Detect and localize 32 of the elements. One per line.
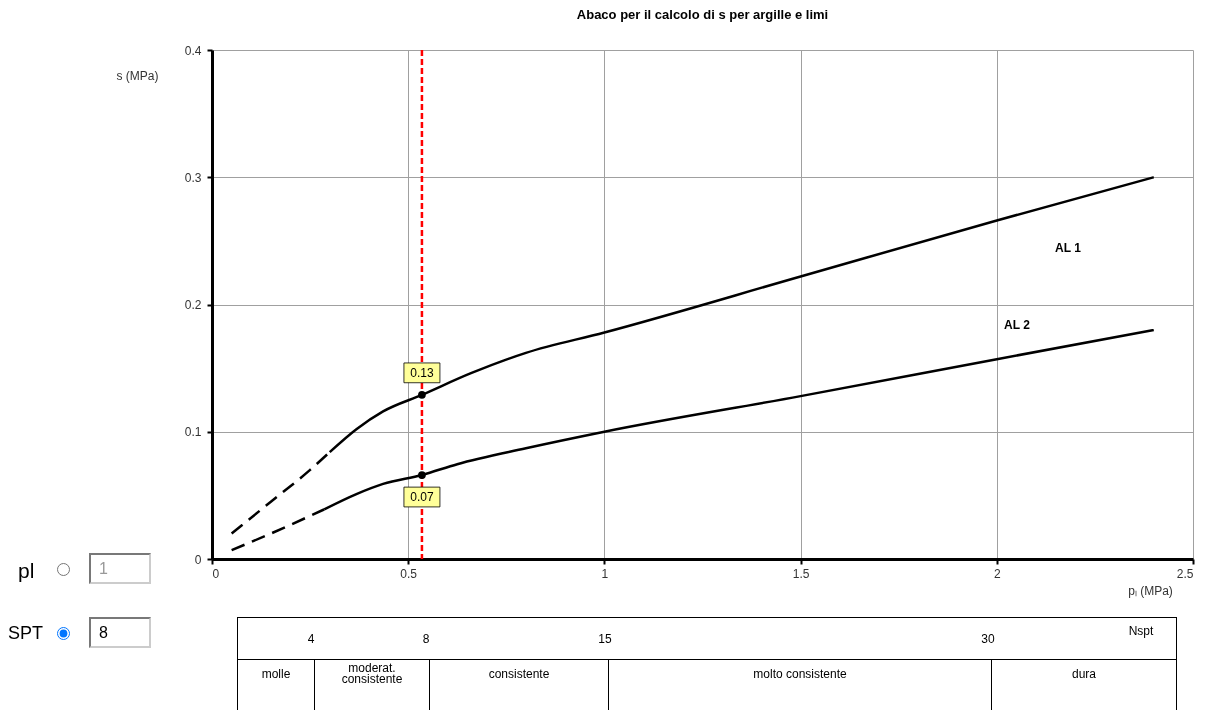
data-label: 0.13: [410, 365, 434, 380]
x-tick-label: 0: [212, 566, 220, 581]
text: 15: [597, 632, 613, 646]
category-label: dura: [991, 660, 1176, 710]
y-axis-title: s (MPa): [116, 68, 159, 83]
text-field: 8: [89, 617, 151, 648]
category-label: moderat. consistente: [314, 660, 429, 710]
text: 30: [980, 632, 996, 646]
annotation: AL 1: [1055, 241, 1082, 255]
x-axis-title: pₗ (MPa): [1128, 583, 1173, 598]
category-label: consistente: [429, 660, 608, 710]
x-tick-label: 2: [993, 566, 1001, 581]
chart-title: Abaco per il calcolo di s per argille e limi: [576, 7, 829, 22]
category-label: molto consistente: [608, 660, 991, 710]
y-tick-label: 0: [194, 552, 202, 567]
text: 8: [421, 632, 431, 646]
x-tick-label: 1.5: [792, 566, 810, 581]
text: pl: [18, 559, 35, 583]
text-field: 1: [89, 553, 151, 584]
text: Nspt: [1127, 624, 1155, 638]
category-label: molle: [260, 666, 292, 683]
y-tick-label: 0.3: [184, 170, 202, 185]
data-label: 0.07: [410, 490, 434, 505]
text: SPT: [8, 623, 44, 644]
y-tick-label: 0.1: [184, 425, 202, 440]
x-tick-label: 0.5: [400, 566, 418, 581]
annotation: AL 2: [1004, 318, 1031, 332]
y-tick-label: 0.4: [184, 43, 202, 58]
x-tick-label: 2.5: [1176, 566, 1194, 581]
y-tick-label: 0.2: [184, 298, 202, 312]
text: 4: [306, 632, 316, 646]
x-tick-label: 1: [601, 566, 609, 581]
